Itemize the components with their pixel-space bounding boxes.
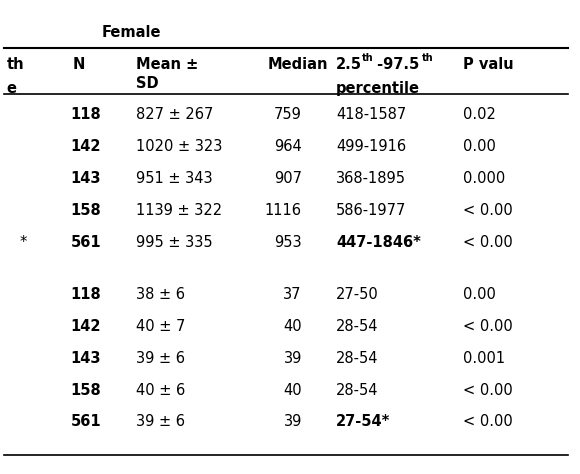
Text: < 0.00: < 0.00	[463, 235, 513, 250]
Text: 447-1846*: 447-1846*	[336, 235, 421, 250]
Text: 418-1587: 418-1587	[336, 107, 407, 122]
Text: 499-1916: 499-1916	[336, 139, 407, 154]
Text: 39 ± 6: 39 ± 6	[136, 351, 184, 366]
Text: 586-1977: 586-1977	[336, 203, 407, 218]
Text: 561: 561	[71, 414, 102, 429]
Text: 951 ± 343: 951 ± 343	[136, 171, 212, 186]
Text: 158: 158	[71, 203, 102, 218]
Text: < 0.00: < 0.00	[463, 319, 513, 334]
Text: th: th	[422, 53, 433, 63]
Text: 1139 ± 322: 1139 ± 322	[136, 203, 222, 218]
Text: 0.02: 0.02	[463, 107, 496, 122]
Text: 964: 964	[274, 139, 302, 154]
Text: 28-54: 28-54	[336, 351, 379, 366]
Text: 39: 39	[284, 414, 302, 429]
Text: 0.000: 0.000	[463, 171, 505, 186]
Text: 40: 40	[283, 319, 302, 334]
Text: < 0.00: < 0.00	[463, 203, 513, 218]
Text: 40 ± 7: 40 ± 7	[136, 319, 185, 334]
Text: 28-54: 28-54	[336, 383, 379, 398]
Text: 143: 143	[71, 171, 102, 186]
Text: 1116: 1116	[265, 203, 302, 218]
Text: < 0.00: < 0.00	[463, 414, 513, 429]
Text: 40 ± 6: 40 ± 6	[136, 383, 185, 398]
Text: Female: Female	[102, 26, 161, 40]
Text: e: e	[6, 81, 16, 96]
Text: 118: 118	[71, 287, 102, 302]
Text: Median: Median	[267, 57, 328, 72]
Text: th: th	[6, 57, 24, 72]
Text: 118: 118	[71, 107, 102, 122]
Text: 39 ± 6: 39 ± 6	[136, 414, 184, 429]
Text: 28-54: 28-54	[336, 319, 379, 334]
Text: 27-50: 27-50	[336, 287, 379, 302]
Text: 995 ± 335: 995 ± 335	[136, 235, 212, 250]
Text: 37: 37	[284, 287, 302, 302]
Text: 953: 953	[274, 235, 302, 250]
Text: 143: 143	[71, 351, 102, 366]
Text: 0.00: 0.00	[463, 139, 496, 154]
Text: -97.5: -97.5	[372, 57, 419, 72]
Text: Mean ±
SD: Mean ± SD	[136, 57, 198, 91]
Text: 40: 40	[283, 383, 302, 398]
Text: 368-1895: 368-1895	[336, 171, 406, 186]
Text: 142: 142	[71, 139, 102, 154]
Text: 0.00: 0.00	[463, 287, 496, 302]
Text: 759: 759	[274, 107, 302, 122]
Text: 907: 907	[274, 171, 302, 186]
Text: 158: 158	[71, 383, 102, 398]
Text: 0.001: 0.001	[463, 351, 505, 366]
Text: 2.5: 2.5	[336, 57, 362, 72]
Text: 1020 ± 323: 1020 ± 323	[136, 139, 222, 154]
Text: P valu: P valu	[463, 57, 513, 72]
Text: 27-54*: 27-54*	[336, 414, 390, 429]
Text: percentile: percentile	[336, 81, 420, 96]
Text: 827 ± 267: 827 ± 267	[136, 107, 213, 122]
Text: < 0.00: < 0.00	[463, 383, 513, 398]
Text: N: N	[72, 57, 85, 72]
Text: 39: 39	[284, 351, 302, 366]
Text: *: *	[20, 235, 27, 250]
Text: th: th	[361, 53, 373, 63]
Text: 561: 561	[71, 235, 102, 250]
Text: 142: 142	[71, 319, 102, 334]
Text: 38 ± 6: 38 ± 6	[136, 287, 184, 302]
